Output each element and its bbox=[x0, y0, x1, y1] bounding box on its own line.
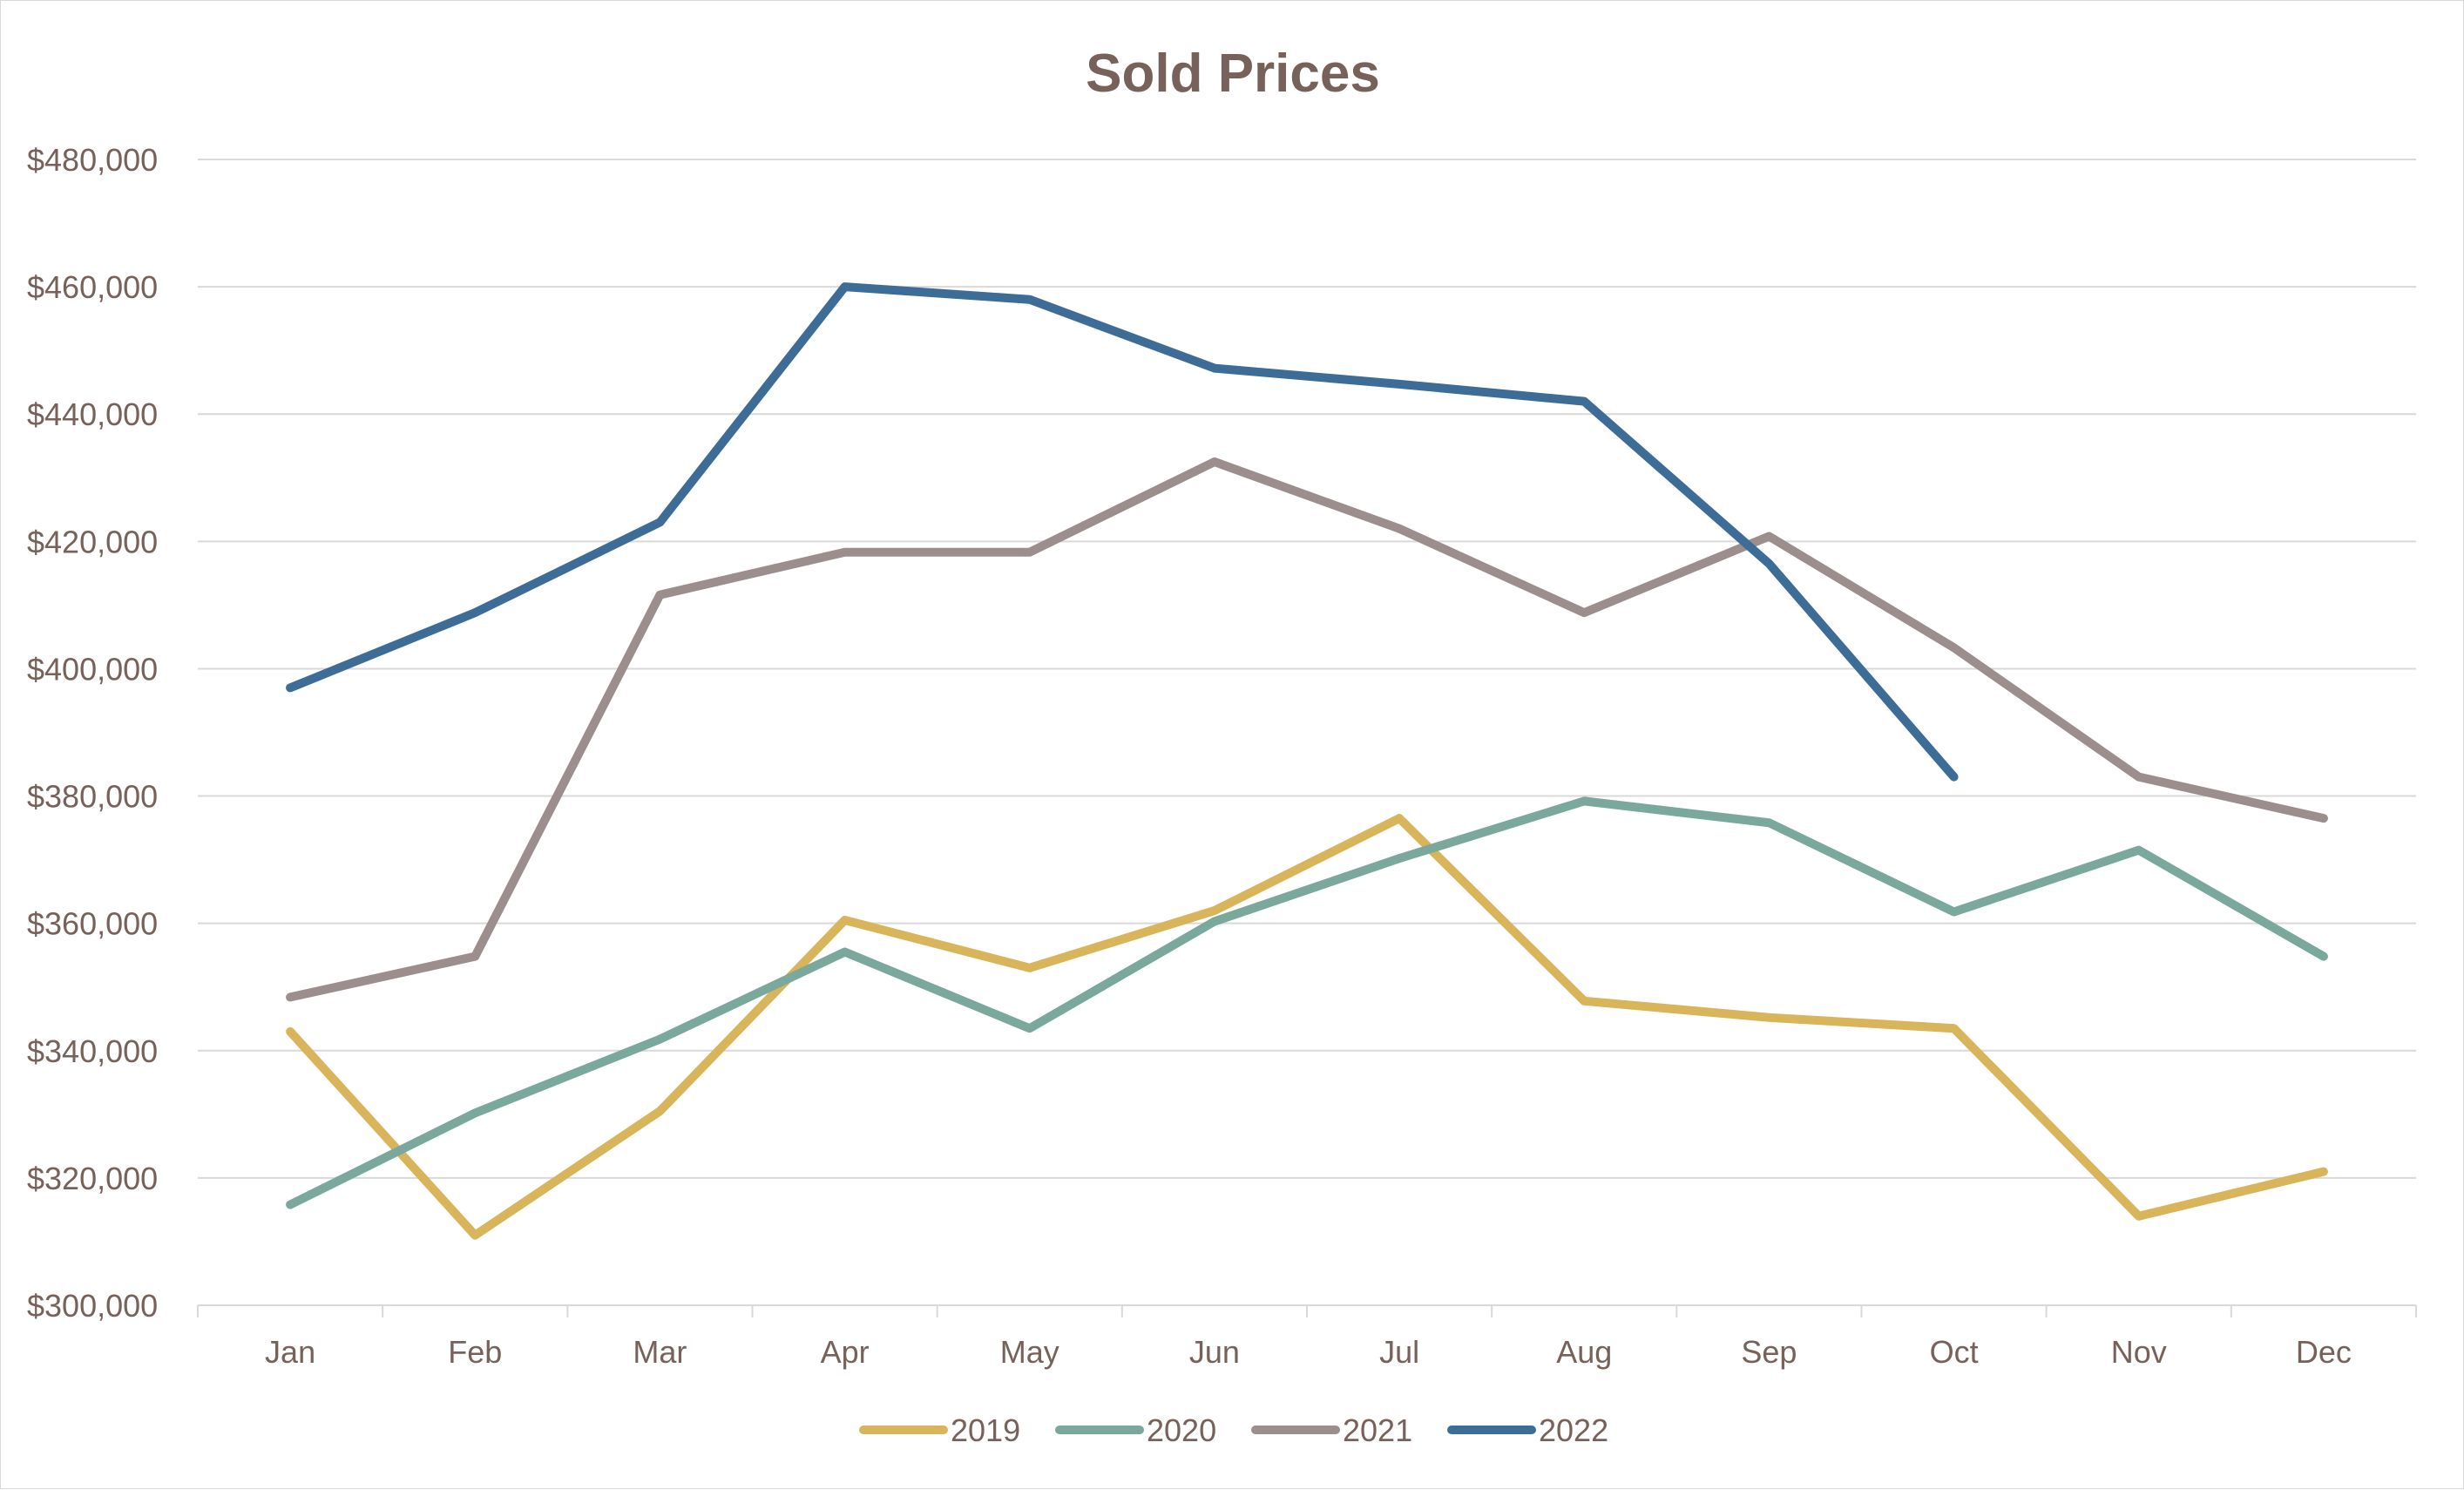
x-tick-label: Mar bbox=[633, 1334, 687, 1370]
y-tick-label: $400,000 bbox=[27, 651, 158, 687]
x-tick-label: Jan bbox=[265, 1334, 315, 1370]
y-tick-label: $300,000 bbox=[27, 1288, 158, 1324]
y-tick-label: $480,000 bbox=[27, 142, 158, 178]
y-tick-label: $420,000 bbox=[27, 524, 158, 559]
x-tick-label: Jul bbox=[1379, 1334, 1419, 1370]
x-axis-tick-labels: Jan Feb Mar Apr May Jun Jul Aug Sep Oct Nov Dec bbox=[265, 1334, 2352, 1370]
x-tick-label: Dec bbox=[2296, 1334, 2352, 1370]
y-tick-label: $460,000 bbox=[27, 269, 158, 305]
legend-label: 2020 bbox=[1147, 1412, 1216, 1448]
y-tick-label: $340,000 bbox=[27, 1033, 158, 1069]
legend: 2019 2020 2021 2022 bbox=[859, 1412, 1608, 1448]
x-tick-label: Sep bbox=[1741, 1334, 1797, 1370]
x-tick-label: Jun bbox=[1189, 1334, 1240, 1370]
x-tick-label: Feb bbox=[448, 1334, 502, 1370]
series-line-2021 bbox=[286, 457, 2328, 1002]
legend-label: 2022 bbox=[1539, 1412, 1608, 1448]
y-tick-label: $380,000 bbox=[27, 779, 158, 815]
x-axis bbox=[197, 1304, 2417, 1317]
legend-label: 2019 bbox=[951, 1412, 1020, 1448]
x-tick-label: Oct bbox=[1930, 1334, 1979, 1370]
y-tick-label: $360,000 bbox=[27, 906, 158, 942]
series-line-2019 bbox=[286, 814, 2328, 1240]
series-line-2022 bbox=[286, 282, 1959, 782]
x-tick-label: May bbox=[1000, 1334, 1059, 1370]
y-axis-tick-labels: $300,000 $320,000 $340,000 $360,000 $380,000… bbox=[27, 142, 158, 1324]
y-tick-label: $440,000 bbox=[27, 396, 158, 432]
x-tick-label: Apr bbox=[821, 1334, 870, 1370]
x-tick-label: Nov bbox=[2111, 1334, 2167, 1370]
y-tick-label: $320,000 bbox=[27, 1161, 158, 1196]
series-line-2020 bbox=[286, 796, 2328, 1209]
gridlines bbox=[198, 159, 2416, 1179]
x-tick-label: Aug bbox=[1556, 1334, 1612, 1370]
legend-label: 2021 bbox=[1343, 1412, 1412, 1448]
series-lines bbox=[286, 282, 2328, 1240]
chart-title: Sold Prices bbox=[1086, 44, 1380, 104]
